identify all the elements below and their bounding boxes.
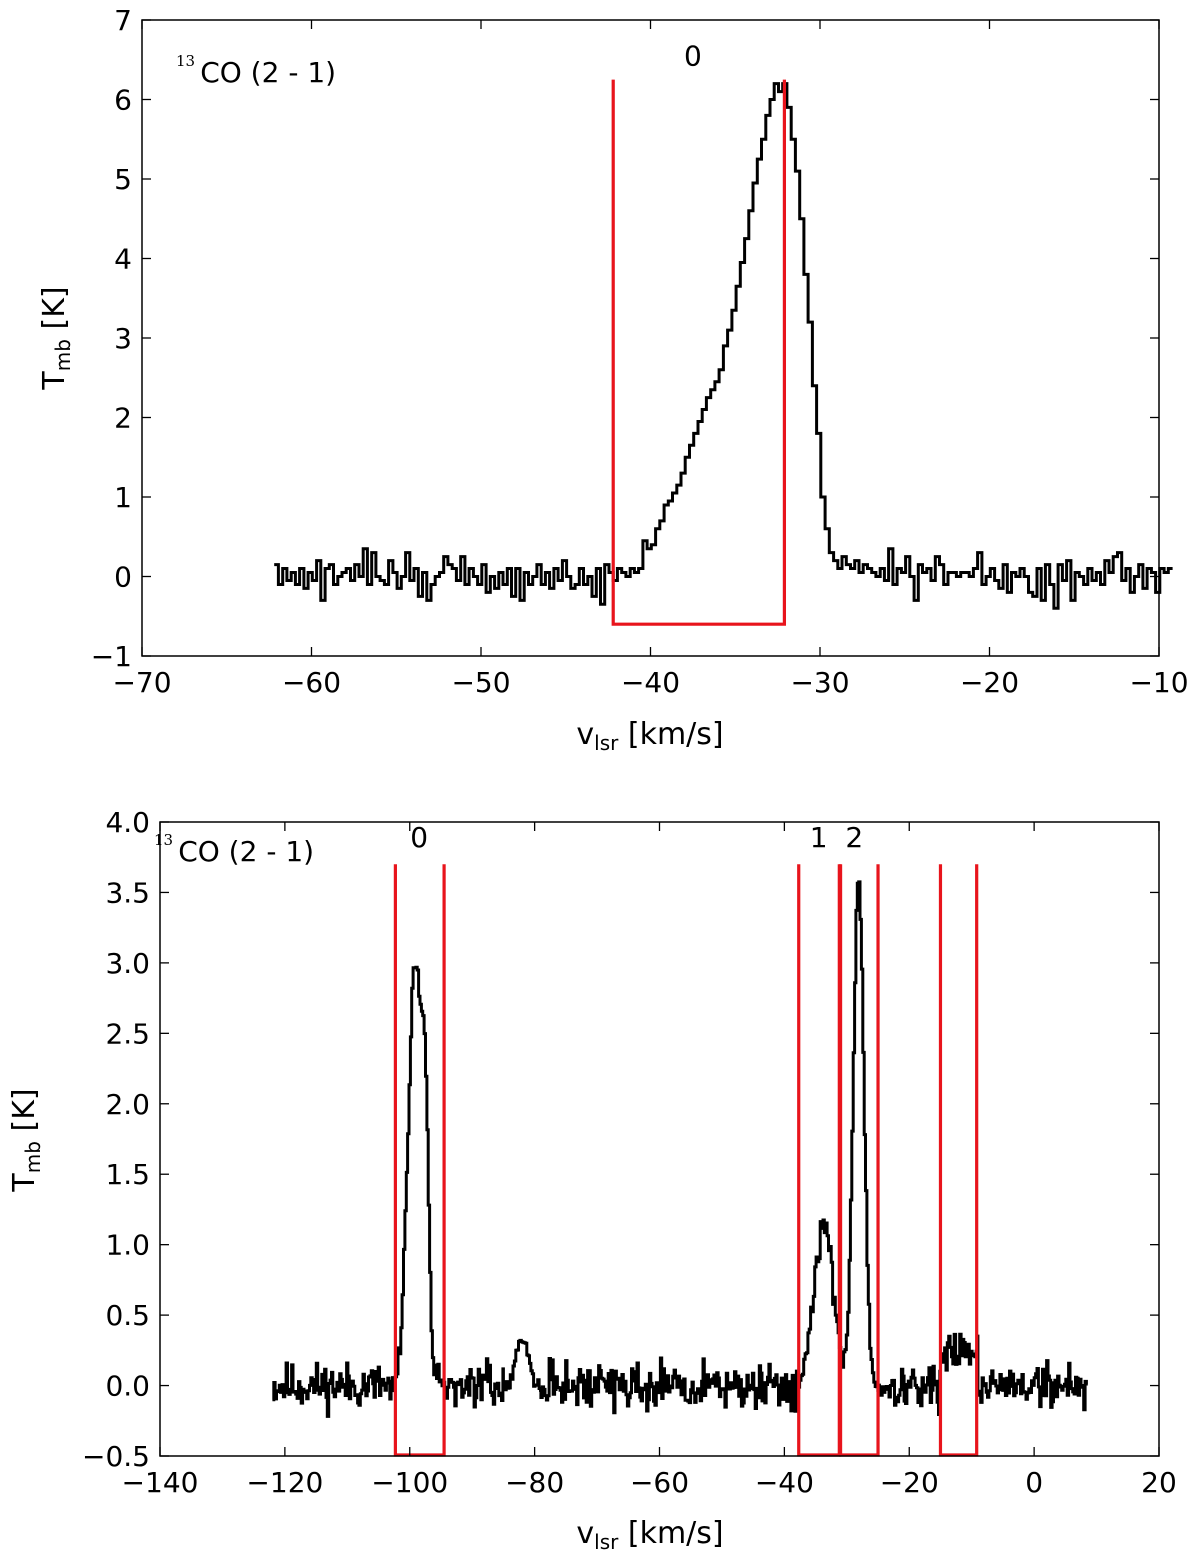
integration-window xyxy=(611,79,787,626)
x-tick-label: −60 xyxy=(630,1466,689,1499)
y-tick-label: 1.5 xyxy=(105,1158,150,1191)
top-ylabel-sub: mb xyxy=(51,339,75,371)
component-label: 0 xyxy=(684,40,702,73)
spectrum-line xyxy=(274,82,1173,610)
y-tick-label: 0.5 xyxy=(105,1299,150,1332)
top-ylabel-main: T xyxy=(37,371,72,391)
component-label: 2 xyxy=(845,821,863,854)
y-tick-label: 4 xyxy=(114,243,132,276)
x-tick-label: −140 xyxy=(122,1466,199,1499)
y-tick-label: 2 xyxy=(114,402,132,435)
y-tick-label: −0.5 xyxy=(82,1440,150,1473)
bottom-y-axis-label: Tmb [K] xyxy=(7,1088,45,1192)
y-tick-label: 3 xyxy=(114,322,132,355)
top-xlabel-main: v xyxy=(576,717,594,752)
top-xlabel-unit: [km/s] xyxy=(618,717,723,752)
x-tick-label: −20 xyxy=(960,666,1019,699)
y-tick-label: 3.0 xyxy=(105,947,150,980)
top-annotation-text: CO (2 - 1) xyxy=(200,56,336,89)
bottom-xlabel-sub: lsr xyxy=(594,1530,619,1554)
top-xlabel-sub: lsr xyxy=(594,731,619,755)
y-tick-label: 1 xyxy=(114,481,132,514)
top-y-ticks: −1 0 1 2 3 4 5 6 7 xyxy=(91,4,1159,673)
bottom-x-ticks: −140 −120 −100 −80 −60 −40 −20 0 20 xyxy=(122,822,1177,1499)
y-tick-label: −1 xyxy=(91,640,132,673)
top-x-ticks: −70 −60 −50 −40 −30 −20 −10 xyxy=(112,20,1189,699)
component-label: 0 xyxy=(410,821,428,854)
y-tick-label: 0 xyxy=(114,561,132,594)
x-tick-label: −70 xyxy=(112,666,171,699)
y-tick-label: 2.5 xyxy=(105,1017,150,1050)
y-tick-label: 7 xyxy=(114,4,132,37)
integration-window xyxy=(393,864,446,1457)
x-tick-label: −20 xyxy=(880,1466,939,1499)
x-tick-label: −40 xyxy=(621,666,680,699)
x-tick-label: −80 xyxy=(505,1466,564,1499)
x-tick-label: −10 xyxy=(1129,666,1188,699)
x-tick-label: −30 xyxy=(790,666,849,699)
bottom-ylabel-main: T xyxy=(7,1173,42,1193)
top-plot-frame xyxy=(141,19,1160,657)
x-tick-label: 20 xyxy=(1141,1466,1177,1499)
x-tick-label: −60 xyxy=(282,666,341,699)
top-x-axis-label: vlsr [km/s] xyxy=(576,717,723,755)
y-tick-label: 2.0 xyxy=(105,1088,150,1121)
bottom-y-ticks: −0.5 0.0 0.5 1.0 1.5 2.0 2.5 3.0 3.5 4.0 xyxy=(82,806,1159,1473)
y-tick-label: 1.0 xyxy=(105,1229,150,1262)
bottom-ylabel-unit: [K] xyxy=(7,1088,42,1141)
top-y-axis-label: Tmb [K] xyxy=(37,286,75,390)
spectrum-line xyxy=(272,880,1088,1418)
x-tick-label: −40 xyxy=(755,1466,814,1499)
component-label: 1 xyxy=(810,821,828,854)
x-tick-label: −50 xyxy=(451,666,510,699)
top-annotation: 13 CO (2 - 1) xyxy=(176,51,336,89)
y-tick-label: 5 xyxy=(114,163,132,196)
bottom-xlabel-main: v xyxy=(576,1516,594,1551)
bottom-xlabel-unit: [km/s] xyxy=(618,1516,723,1551)
y-tick-label: 0.0 xyxy=(105,1370,150,1403)
y-tick-label: 6 xyxy=(114,84,132,117)
integration-window xyxy=(838,864,880,1457)
x-tick-label: 0 xyxy=(1025,1466,1043,1499)
x-tick-label: −120 xyxy=(246,1466,323,1499)
y-tick-label: 4.0 xyxy=(105,806,150,839)
integration-window xyxy=(938,864,979,1457)
top-spectrum-marks: 0 xyxy=(274,40,1173,626)
bottom-ylabel-sub: mb xyxy=(21,1141,45,1173)
top-ylabel-unit: [K] xyxy=(37,286,72,339)
bottom-x-axis-label: vlsr [km/s] xyxy=(576,1516,723,1554)
bottom-annotation: 13 CO (2 - 1) xyxy=(154,830,314,868)
top-annotation-sup: 13 xyxy=(176,52,195,70)
x-tick-label: −100 xyxy=(371,1466,448,1499)
y-tick-label: 3.5 xyxy=(105,876,150,909)
bottom-annotation-sup: 13 xyxy=(154,831,173,849)
bottom-annotation-text: CO (2 - 1) xyxy=(178,835,314,868)
